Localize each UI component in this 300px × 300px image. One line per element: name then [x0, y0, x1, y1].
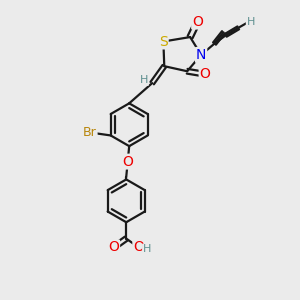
Text: N: N [196, 48, 206, 62]
Text: H: H [140, 75, 148, 85]
Text: O: O [192, 15, 203, 28]
Text: S: S [159, 34, 168, 49]
Text: Br: Br [83, 126, 97, 139]
Text: O: O [133, 241, 144, 254]
Text: O: O [200, 67, 210, 81]
Text: H: H [143, 244, 151, 254]
Text: O: O [122, 154, 133, 169]
Text: O: O [108, 241, 119, 254]
Text: H: H [247, 17, 255, 27]
